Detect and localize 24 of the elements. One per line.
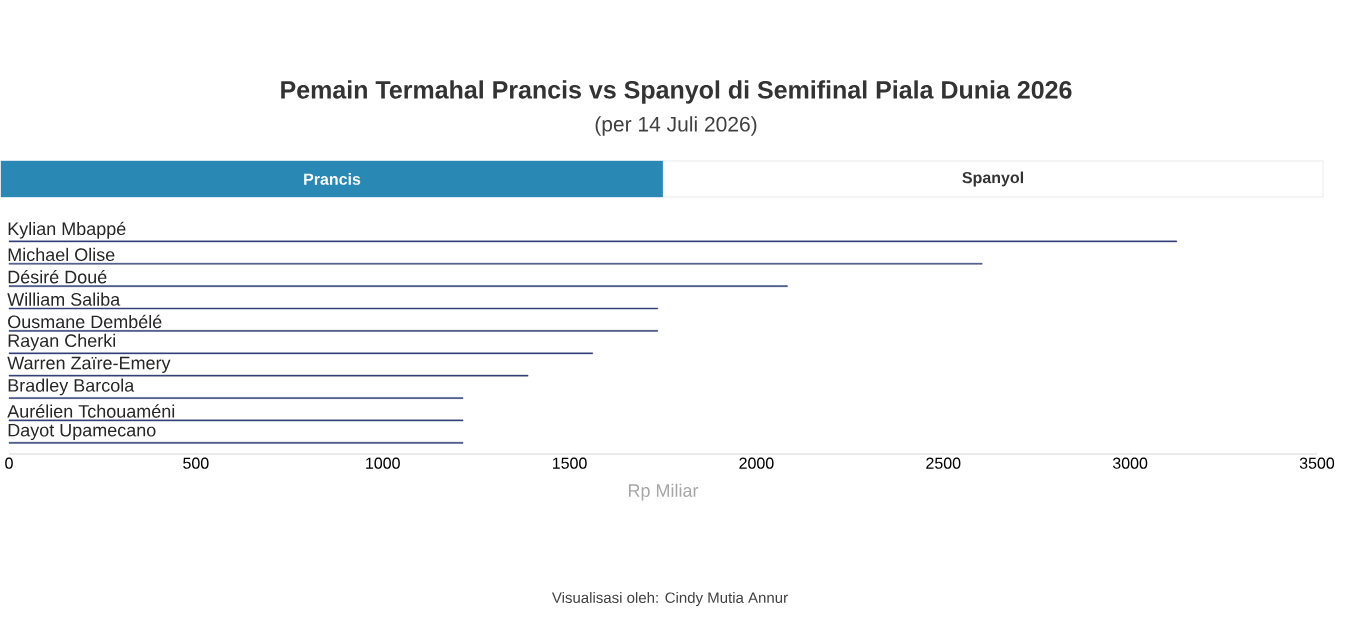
y-tick-label: Michael Olise	[8, 247, 115, 262]
x-tick-label: 2000	[739, 457, 774, 469]
y-tick-label: Warren Zaïre-Emery	[7, 356, 171, 373]
y-tick-label: Ousmane Dembélé	[8, 314, 162, 329]
text: Spanyol	[962, 171, 1023, 187]
x-tick-label: 2500	[926, 457, 961, 469]
x-tick-label: 1000	[366, 457, 400, 469]
chart-subtitle: (per 14 Juli 2026)	[595, 116, 757, 136]
x-tick-label: 3500	[1299, 457, 1335, 469]
text: Prancis	[304, 173, 361, 185]
x-tick-label: 3000	[1112, 457, 1148, 469]
y-tick-label: Bradley Barcola	[8, 378, 135, 396]
y-tick-label: Désiré Doué	[8, 270, 107, 284]
y-tick-label: Aurélien Tchouaméni	[7, 404, 175, 418]
y-tick-label: Rayan Cherki	[8, 333, 116, 351]
x-axis-title: Rp Miliar	[628, 483, 699, 501]
x-tick-label: 1500	[552, 457, 587, 469]
y-tick-label: Dayot Upamecano	[8, 423, 156, 441]
y-tick-label: William Saliba	[7, 292, 121, 306]
x-tick-label: 0	[5, 457, 13, 469]
chart-title: Pemain Termahal Prancis vs Spanyol di Semifinal Piala Dunia 2026	[281, 80, 1072, 104]
x-tick-label: 500	[183, 457, 209, 469]
y-tick-label: Kylian Mbappé	[8, 221, 126, 239]
text: Visualisasi oleh: Cindy Mutia Annur	[551, 591, 788, 606]
